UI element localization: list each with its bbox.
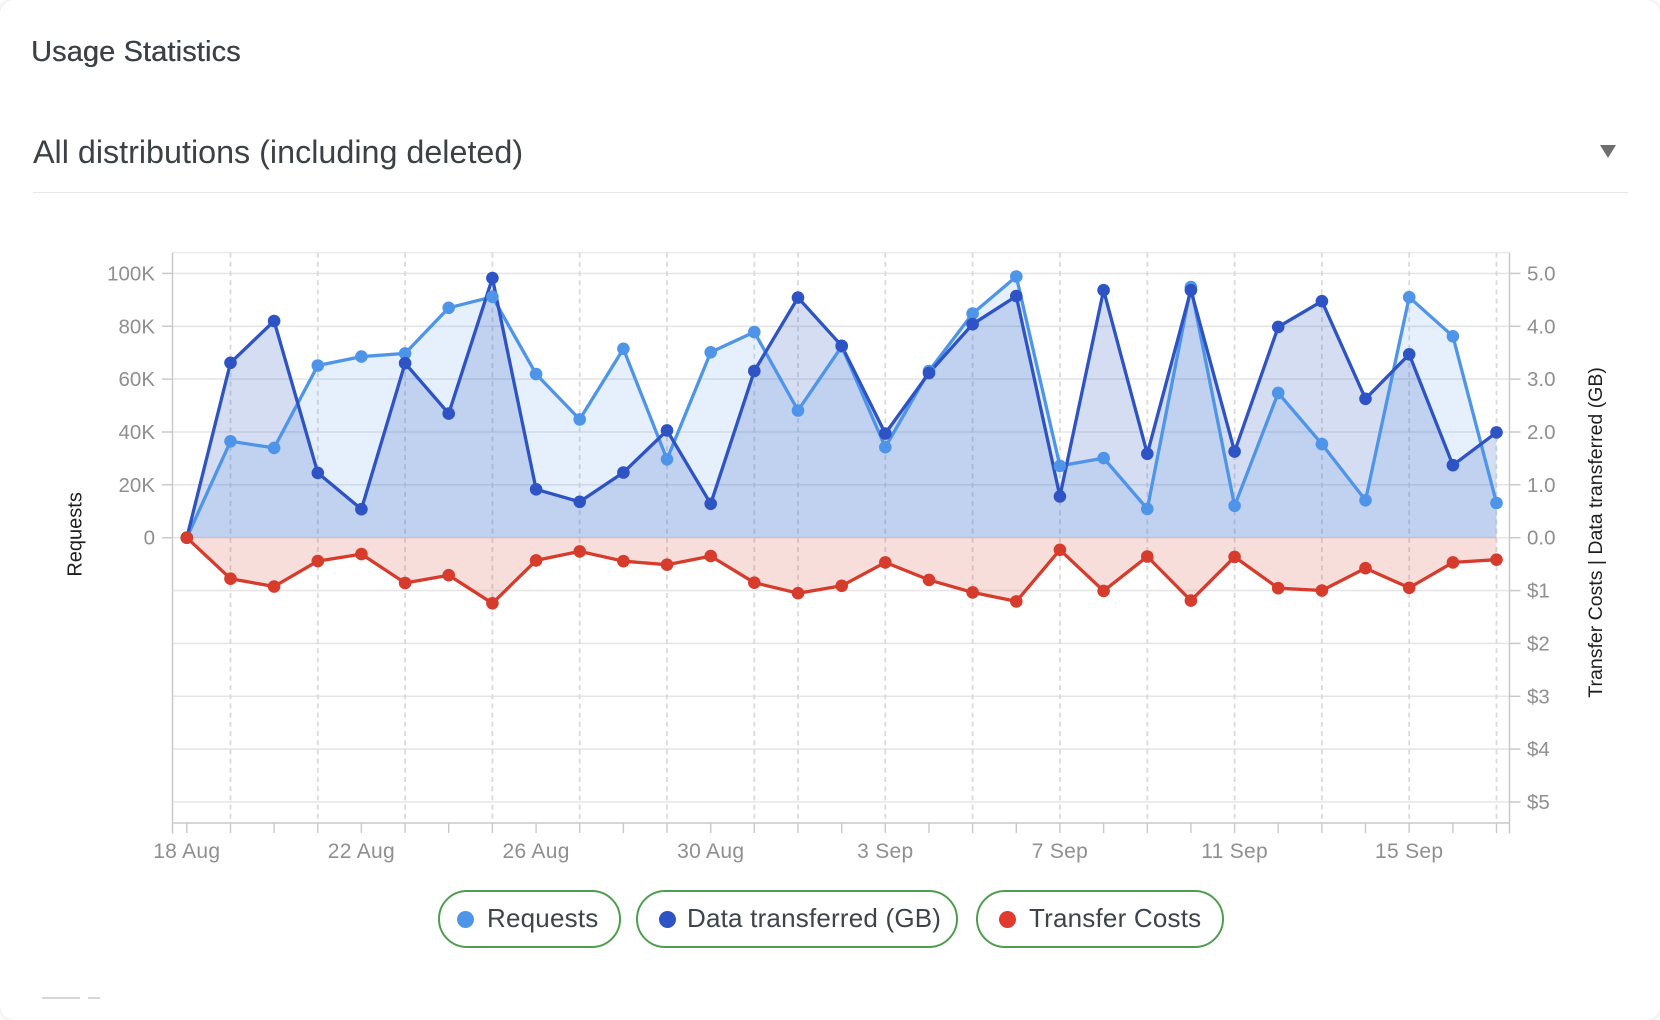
svg-text:60K: 60K	[119, 368, 156, 391]
svg-text:Requests: Requests	[65, 492, 87, 577]
svg-text:$1: $1	[1527, 580, 1550, 603]
svg-text:2.0: 2.0	[1527, 421, 1556, 444]
svg-text:18 Aug: 18 Aug	[153, 840, 220, 863]
svg-text:3 Sep: 3 Sep	[857, 840, 913, 863]
svg-text:$4: $4	[1527, 738, 1550, 761]
svg-text:$2: $2	[1527, 632, 1550, 655]
svg-text:22 Aug: 22 Aug	[328, 840, 395, 863]
svg-text:40K: 40K	[119, 421, 156, 444]
svg-text:$3: $3	[1527, 685, 1550, 708]
svg-text:1.0: 1.0	[1527, 474, 1556, 497]
svg-text:11 Sep: 11 Sep	[1201, 840, 1268, 863]
svg-text:7 Sep: 7 Sep	[1032, 840, 1088, 863]
svg-text:Transfer Costs | Data transfer: Transfer Costs | Data transferred (GB)	[1585, 367, 1607, 698]
svg-text:0.0: 0.0	[1527, 527, 1556, 550]
svg-text:80K: 80K	[119, 315, 156, 338]
svg-text:$5: $5	[1527, 791, 1550, 814]
svg-text:26 Aug: 26 Aug	[502, 840, 569, 863]
svg-text:100K: 100K	[107, 262, 155, 285]
svg-text:4.0: 4.0	[1527, 315, 1556, 338]
svg-text:15 Sep: 15 Sep	[1375, 840, 1443, 863]
svg-text:5.0: 5.0	[1527, 262, 1556, 285]
svg-text:20K: 20K	[119, 474, 156, 497]
svg-text:30 Aug: 30 Aug	[677, 840, 744, 863]
svg-text:0: 0	[144, 527, 155, 550]
svg-text:3.0: 3.0	[1527, 368, 1556, 391]
